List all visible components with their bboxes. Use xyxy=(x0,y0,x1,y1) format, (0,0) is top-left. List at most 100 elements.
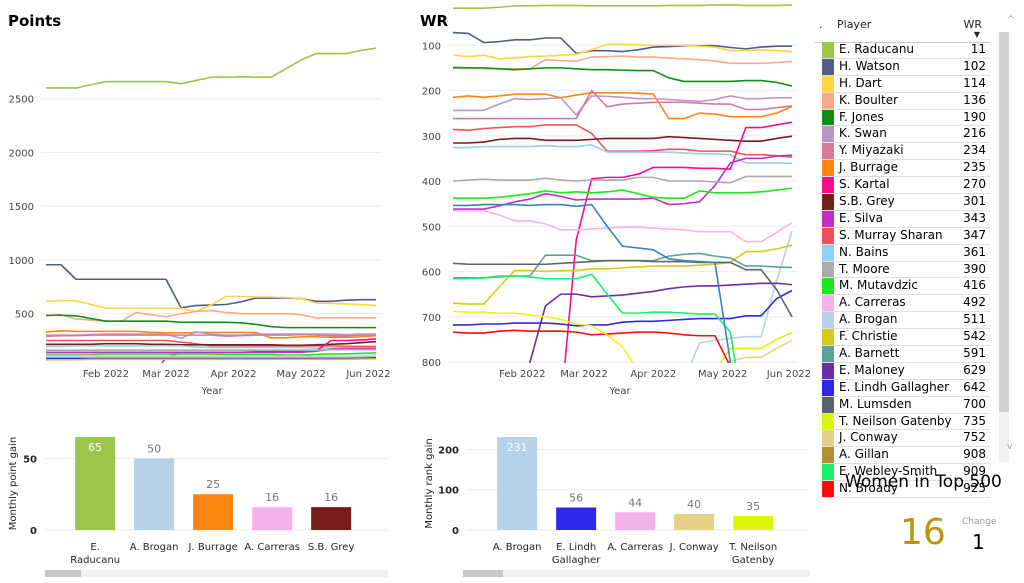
series-line-h-dart[interactable] xyxy=(452,43,793,60)
table-row[interactable]: E. Maloney 629 xyxy=(822,362,990,380)
player-name: N. Bains xyxy=(839,244,889,259)
player-wr-value: 361 xyxy=(963,244,986,259)
table-row[interactable]: E. Webley-Smith 909 xyxy=(822,464,990,482)
table-row[interactable]: K. Boulter 136 xyxy=(822,92,990,110)
table-row[interactable]: N. Broady 925 xyxy=(822,481,990,499)
series-line-a-brogan[interactable] xyxy=(46,354,377,358)
table-row[interactable]: M. Lumsden 700 xyxy=(822,396,990,414)
table-row[interactable]: F. Jones 190 xyxy=(822,109,990,127)
bar-a-carreras[interactable] xyxy=(252,507,293,530)
table-row[interactable]: N. Bains 361 xyxy=(822,244,990,262)
kpi-value: 16 xyxy=(900,512,946,553)
player-name: J. Burrage xyxy=(839,160,899,175)
series-line-y-miyazaki[interactable] xyxy=(45,333,376,338)
table-row[interactable]: A. Brogan 511 xyxy=(822,312,990,330)
series-line-k-swan[interactable] xyxy=(453,95,792,116)
series-line-n-broady[interactable] xyxy=(452,329,792,410)
series-line-f-jones[interactable] xyxy=(46,314,376,329)
sort-descending-icon[interactable]: ▼ xyxy=(973,30,980,39)
player-name: S.B. Grey xyxy=(839,194,895,209)
series-line-a-brogan[interactable] xyxy=(453,230,793,407)
series-line-m-mutavdzic[interactable] xyxy=(453,187,793,199)
series-line-m-mutavdzic[interactable] xyxy=(46,352,377,356)
series-line-e-raducanu[interactable] xyxy=(453,4,793,9)
data-label: 231 xyxy=(507,441,528,454)
table-row[interactable]: A. Gillan 908 xyxy=(822,447,990,465)
table-row[interactable]: A. Carreras 492 xyxy=(822,295,990,313)
bar-e-raducanu[interactable] xyxy=(75,437,116,530)
series-line-s-murray-sharan[interactable] xyxy=(46,339,376,348)
series-line-s-b-grey[interactable] xyxy=(46,340,377,347)
table-row[interactable]: H. Dart 114 xyxy=(822,75,990,93)
wr-column-header[interactable]: WR xyxy=(963,18,982,31)
point-gain-scrollbar-thumb[interactable] xyxy=(45,570,81,577)
bar-a-brogan[interactable] xyxy=(134,458,175,530)
x-tick-label: Gatenby xyxy=(732,555,775,566)
series-line-t-moore[interactable] xyxy=(452,175,792,184)
series-line-f-christie[interactable] xyxy=(46,357,377,361)
rank-gain-horizontal-scrollbar[interactable] xyxy=(463,570,810,577)
bar-a-carreras[interactable] xyxy=(615,512,656,530)
rank-gain-scrollbar-thumb[interactable] xyxy=(463,570,503,577)
series-line-s-murray-sharan[interactable] xyxy=(452,124,793,158)
table-row[interactable]: F. Christie 542 xyxy=(822,329,990,347)
series-line-f-christie-yellow-trail-[interactable] xyxy=(452,310,792,407)
table-row[interactable]: A. Barnett 591 xyxy=(822,346,990,363)
table-row[interactable]: M. Mutavdzic 416 xyxy=(822,278,990,296)
series-line-a-barnett[interactable] xyxy=(453,252,793,279)
series-line-e-maloney[interactable] xyxy=(453,282,793,407)
point-gain-horizontal-scrollbar[interactable] xyxy=(45,570,388,577)
data-label: 35 xyxy=(746,500,760,513)
series-line-k-swan[interactable] xyxy=(46,331,376,340)
point-gain-bar-chart[interactable]: 0 50 Monthly point gain 65 E. Raducanu 50 A. Br… xyxy=(0,420,400,570)
series-line-h-watson[interactable] xyxy=(452,31,792,55)
series-line-h-watson[interactable] xyxy=(46,263,376,309)
series-line-e-raducanu[interactable] xyxy=(46,47,377,89)
series-line-j-burrage[interactable] xyxy=(452,91,793,120)
series-line-e-webley-smith[interactable] xyxy=(453,273,792,410)
series-line-e-lindh-gallagher[interactable] xyxy=(453,289,793,327)
series-line-s-b-grey[interactable] xyxy=(453,135,793,144)
points-line-chart[interactable]: 500 1000 1500 2000 2500 Feb 2022 Mar 2022 Apr 2… xyxy=(0,0,400,410)
series-line-e-silva[interactable] xyxy=(453,154,793,210)
series-line-y-miyazaki[interactable] xyxy=(453,89,793,120)
bar-s-b-grey[interactable] xyxy=(311,507,352,530)
table-row[interactable]: J. Burrage 235 xyxy=(822,160,990,178)
table-row[interactable]: S. Kartal 270 xyxy=(822,177,990,195)
table-scrollbar-thumb[interactable] xyxy=(999,32,1009,412)
series-line-t-moore[interactable] xyxy=(46,348,376,351)
table-vertical-scrollbar[interactable] xyxy=(999,32,1009,462)
series-line-t-neilson-gatenby[interactable] xyxy=(453,331,793,408)
scroll-up-icon[interactable]: ^ xyxy=(1007,15,1015,25)
x-tick-label: Feb 2022 xyxy=(83,369,129,380)
series-line-s-kartal[interactable] xyxy=(453,121,793,407)
bar-t-neilson-gatenby[interactable] xyxy=(733,515,774,530)
bar-j-conway[interactable] xyxy=(674,513,715,530)
series-line-m-lumsden[interactable] xyxy=(452,259,793,318)
bar-j-burrage[interactable] xyxy=(193,494,234,530)
table-row[interactable]: Y. Miyazaki 234 xyxy=(822,143,990,161)
wr-line-chart[interactable]: 100 200 300 400 500 600 700 800 Feb 2022 Mar 2022… xyxy=(405,0,810,410)
series-line-h-dart[interactable] xyxy=(45,295,377,313)
bar-a-brogan[interactable] xyxy=(497,437,538,530)
series-line-a-barnett-teal-trail-[interactable] xyxy=(453,203,792,410)
table-row[interactable]: S. Murray Sharan 347 xyxy=(822,227,990,245)
table-row[interactable]: T. Neilson Gatenby 735 xyxy=(822,413,990,431)
table-row[interactable]: J. Conway 752 xyxy=(822,430,990,448)
table-row[interactable]: H. Watson 102 xyxy=(822,58,990,76)
table-row[interactable]: E. Raducanu 11 xyxy=(822,42,990,59)
player-color-swatch xyxy=(822,346,834,362)
bar-e-lindh-gallagher[interactable] xyxy=(556,507,597,530)
table-row[interactable]: T. Moore 390 xyxy=(822,261,990,279)
table-row[interactable]: E. Lindh Gallagher 642 xyxy=(822,379,990,397)
player-name: T. Neilson Gatenby xyxy=(839,413,952,428)
table-row[interactable]: E. Silva 343 xyxy=(822,210,990,228)
scroll-down-icon[interactable]: v xyxy=(1007,442,1013,452)
series-line-f-jones[interactable] xyxy=(453,67,793,87)
series-line-a-carreras[interactable] xyxy=(453,210,793,243)
player-column-header[interactable]: Player xyxy=(837,18,872,31)
series-line-j-burrage[interactable] xyxy=(45,330,377,339)
table-row[interactable]: K. Swan 216 xyxy=(822,126,990,144)
table-row[interactable]: S.B. Grey 301 xyxy=(822,194,990,211)
